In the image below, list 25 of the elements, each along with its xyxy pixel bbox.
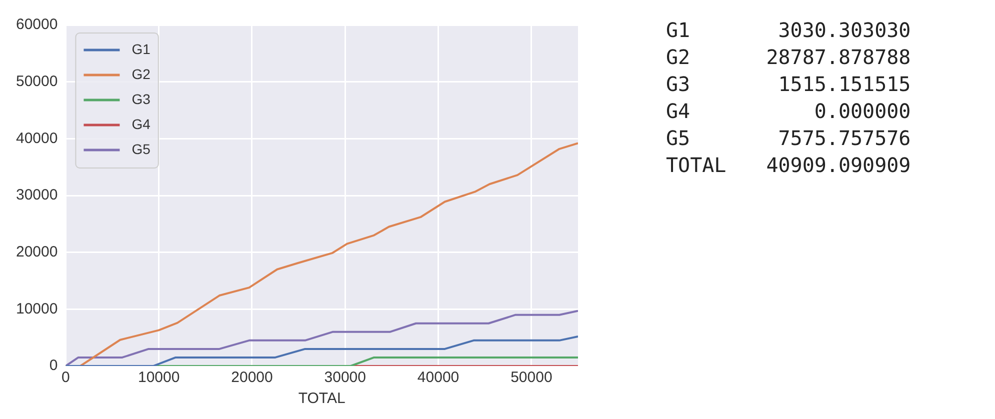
text: TOTAL 40909.090909: [666, 153, 911, 177]
legend-label: G5: [132, 140, 151, 157]
y-tick-label: 50000: [16, 72, 58, 90]
text: G5 7575.757576: [666, 126, 911, 150]
y-tick-label: 10000: [16, 300, 58, 318]
y-tick-label: 30000: [16, 186, 58, 204]
x-tick-label: 40000: [417, 369, 460, 386]
legend-label: G2: [132, 66, 151, 82]
x-tick-label: 30000: [324, 369, 366, 386]
y-tick-label: 20000: [16, 243, 58, 260]
legend-label: G4: [132, 116, 151, 132]
y-tick-label: 0: [49, 357, 58, 374]
y-tick-label: 40000: [16, 130, 58, 147]
y-tick-label: 60000: [16, 16, 58, 34]
text: G3 1515.151515: [666, 72, 911, 96]
text: G4 0.000000: [666, 99, 911, 123]
x-axis-title: TOTAL: [298, 390, 346, 408]
legend-label: G3: [132, 90, 151, 107]
x-tick-label: 10000: [138, 369, 180, 386]
x-tick-label: 0: [62, 369, 70, 386]
text: G2 28787.878788: [666, 45, 911, 69]
x-tick-label: 20000: [231, 369, 273, 386]
x-tick-label: 50000: [510, 369, 552, 386]
legend-label: G1: [132, 40, 151, 57]
text: G1 3030.303030: [666, 18, 911, 42]
